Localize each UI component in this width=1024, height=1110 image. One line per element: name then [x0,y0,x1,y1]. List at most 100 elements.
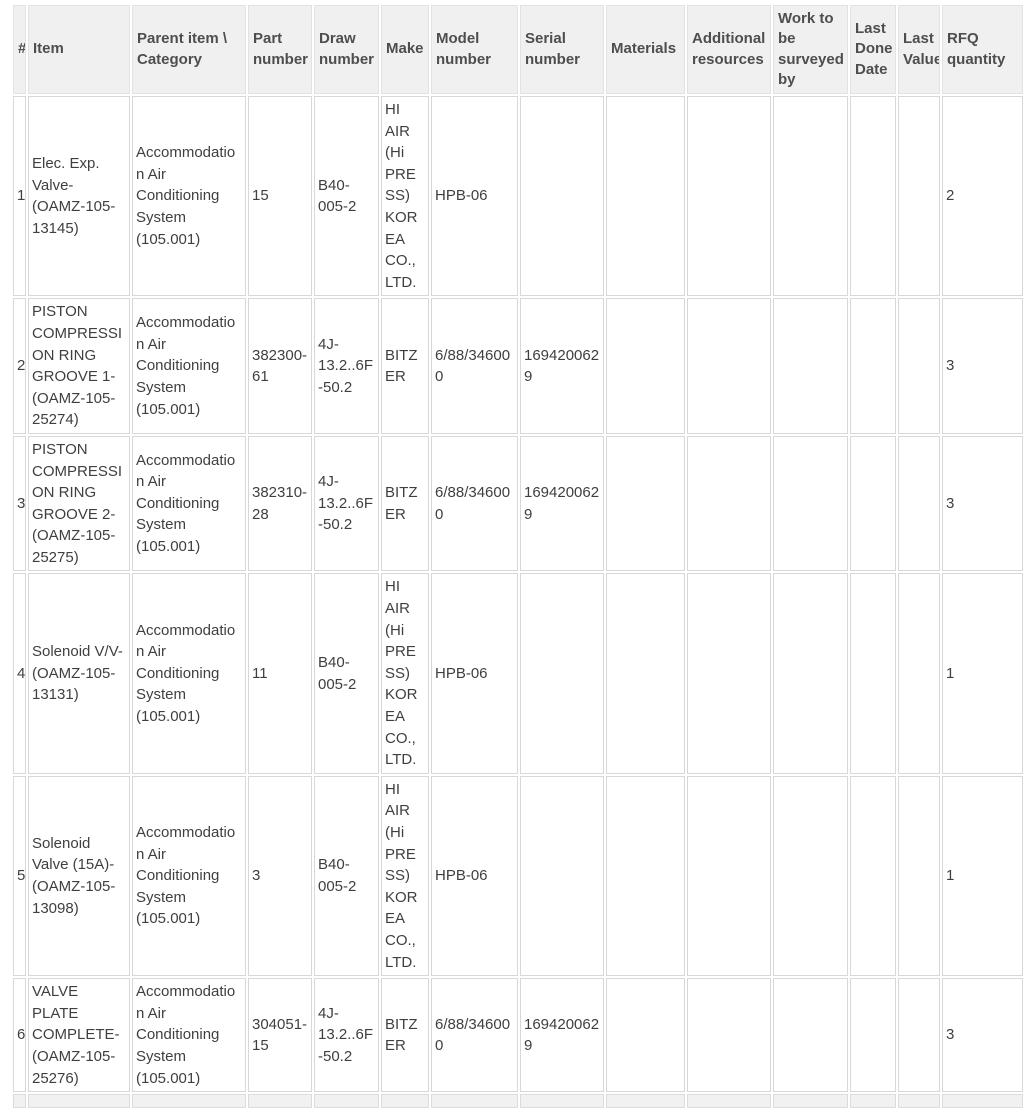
cell-rfq-quantity: 1 [942,775,1023,977]
cell-last-value [898,573,940,774]
table-row[interactable]: 4 Solenoid V/V- (OAMZ-105-13131) Accommo… [13,573,1023,774]
column-header-last-value[interactable]: Last Value [898,5,940,94]
cell-draw-number: 4J-13.2..6F-50.2 [314,298,379,434]
cell-model-number: 6/88/346000 [431,435,518,572]
cell-make: BITZER [381,298,429,434]
cell-serial-number [520,96,604,297]
rfq-parts-table: # Item Parent item \ Category Part numbe… [11,3,1024,1110]
column-header-materials[interactable]: Materials [606,5,685,94]
cell-materials [606,96,685,297]
cell-rfq-quantity: 3 [942,435,1023,572]
column-header-serial-number[interactable]: Serial number [520,5,604,94]
cell-materials [606,298,685,434]
table-row[interactable]: 3 PISTON COMPRESSION RING GROOVE 2- (OAM… [13,435,1023,572]
cell-serial-number: 1694200629 [520,298,604,434]
cell-num: 2 [13,298,26,434]
cell-materials [606,775,685,977]
column-header-work-to-be-surveyed-by[interactable]: Work to be surveyed by [773,5,848,94]
cell-draw-number: 4J-13.2..6F-50.2 [314,435,379,572]
cell-last-done-date [850,978,896,1093]
column-header-item[interactable]: Item [28,5,130,94]
cell-materials [606,978,685,1093]
cell-work-to-be-surveyed-by [773,435,848,572]
cell-work-to-be-surveyed-by [773,298,848,434]
column-header-category[interactable]: Parent item \ Category [132,5,246,94]
cell-serial-number: 1694200629 [520,978,604,1093]
cell-model-number: 6/88/346000 [431,978,518,1093]
cell-part-number: 304051-15 [248,978,312,1093]
cell-last-done-date [850,96,896,297]
table-row[interactable]: 1 Elec. Exp. Valve- (OAMZ-105-13145) Acc… [13,96,1023,297]
cell-last-done-date [850,435,896,572]
column-header-model-number[interactable]: Model number [431,5,518,94]
cell-category: Accommodation Air Conditioning System (1… [132,435,246,572]
cell-num: 5 [13,775,26,977]
cell-work-to-be-surveyed-by [773,978,848,1093]
cell-rfq-quantity: 3 [942,298,1023,434]
cell-item: PISTON COMPRESSION RING GROOVE 2- (OAMZ-… [28,435,130,572]
cell-draw-number: B40-005-2 [314,96,379,297]
cell-additional-resources [687,298,771,434]
cell-category: Accommodation Air Conditioning System (1… [132,96,246,297]
cell-materials [606,573,685,774]
cell-materials [606,435,685,572]
cell-category: Accommodation Air Conditioning System (1… [132,978,246,1093]
cell-draw-number: 4J-13.2..6F-50.2 [314,978,379,1093]
cell-last-done-date [850,775,896,977]
cell-num: 1 [13,96,26,297]
cell-part-number: 3 [248,775,312,977]
rfq-parts-table-container: # Item Parent item \ Category Part numbe… [11,3,1024,1110]
cell-last-value [898,435,940,572]
cell-serial-number [520,775,604,977]
cell-rfq-quantity: 1 [942,573,1023,774]
table-row[interactable]: 2 PISTON COMPRESSION RING GROOVE 1- (OAM… [13,298,1023,434]
cell-additional-resources [687,96,771,297]
cell-num: 6 [13,978,26,1093]
cell-last-value [898,96,940,297]
cell-item: Solenoid V/V- (OAMZ-105-13131) [28,573,130,774]
column-header-draw-number[interactable]: Draw number [314,5,379,94]
cell-serial-number: 1694200629 [520,435,604,572]
column-header-make[interactable]: Make [381,5,429,94]
table-row[interactable]: 6 VALVE PLATE COMPLETE- (OAMZ-105-25276)… [13,978,1023,1093]
cell-last-value [898,775,940,977]
table-row[interactable]: 5 Solenoid Valve (15A)- (OAMZ-105-13098)… [13,775,1023,977]
cell-serial-number [520,573,604,774]
cell-additional-resources [687,435,771,572]
cell-model-number: 6/88/346000 [431,298,518,434]
column-header-num[interactable]: # [13,5,26,94]
cell-part-number: 15 [248,96,312,297]
cell-part-number: 382300-61 [248,298,312,434]
cell-model-number: HPB-06 [431,96,518,297]
column-header-rfq-quantity[interactable]: RFQ quantity [942,5,1023,94]
cell-draw-number: B40-005-2 [314,573,379,774]
cell-item: Elec. Exp. Valve- (OAMZ-105-13145) [28,96,130,297]
cell-item: PISTON COMPRESSION RING GROOVE 1- (OAMZ-… [28,298,130,434]
cell-num: 3 [13,435,26,572]
cell-rfq-quantity: 3 [942,978,1023,1093]
cell-draw-number: B40-005-2 [314,775,379,977]
cell-last-value [898,978,940,1093]
cell-category: Accommodation Air Conditioning System (1… [132,298,246,434]
cell-work-to-be-surveyed-by [773,775,848,977]
clipped-next-row [13,1094,1023,1109]
cell-category: Accommodation Air Conditioning System (1… [132,573,246,774]
cell-rfq-quantity: 2 [942,96,1023,297]
cell-additional-resources [687,573,771,774]
cell-work-to-be-surveyed-by [773,573,848,774]
column-header-last-done-date[interactable]: Last Done Date [850,5,896,94]
column-header-additional-resources[interactable]: Additional resources [687,5,771,94]
cell-work-to-be-surveyed-by [773,96,848,297]
cell-part-number: 382310-28 [248,435,312,572]
cell-model-number: HPB-06 [431,775,518,977]
cell-last-value [898,298,940,434]
cell-model-number: HPB-06 [431,573,518,774]
column-header-part-number[interactable]: Part number [248,5,312,94]
cell-additional-resources [687,978,771,1093]
cell-category: Accommodation Air Conditioning System (1… [132,775,246,977]
cell-make: BITZER [381,435,429,572]
cell-additional-resources [687,775,771,977]
cell-make: HI AIR (Hi PRESS) KOREA CO., LTD. [381,775,429,977]
cell-make: HI AIR (Hi PRESS) KOREA CO., LTD. [381,96,429,297]
cell-part-number: 11 [248,573,312,774]
